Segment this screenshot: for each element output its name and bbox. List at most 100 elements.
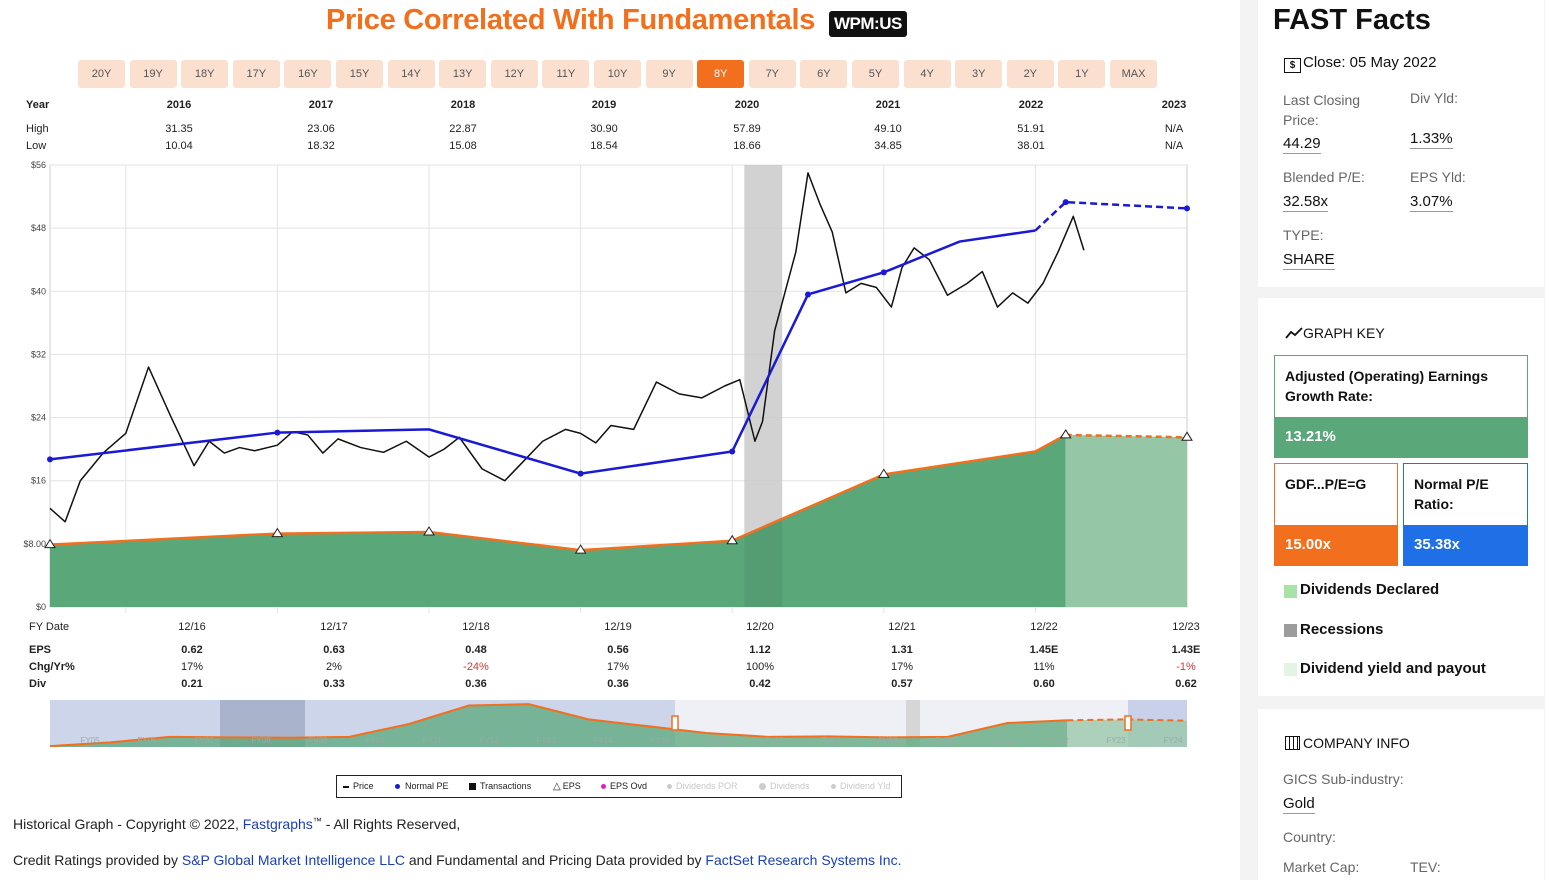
eps-marker[interactable] xyxy=(271,527,284,538)
mini-year-label: FY21 xyxy=(992,736,1012,745)
company-info-title: COMPANY INFO xyxy=(1285,735,1410,751)
period-button-8y[interactable]: 8Y xyxy=(697,60,745,88)
period-button-17y[interactable]: 17Y xyxy=(232,60,280,88)
footer-credits: Credit Ratings provided by S&P Global Ma… xyxy=(13,852,902,868)
mini-chart[interactable]: FY05 FY06 FY07 FY08 FY09 FY10 FY11 FY12 FY13 FY14… xyxy=(0,700,1240,760)
y-tick-label: $24 xyxy=(31,413,46,423)
legend-transactions[interactable]: Transactions xyxy=(469,781,531,791)
fy-table-chg-5: 17% xyxy=(890,661,914,673)
type-label: TYPE: xyxy=(1283,227,1324,243)
period-button-1y[interactable]: 1Y xyxy=(1058,60,1106,88)
period-button-5y[interactable]: 5Y xyxy=(852,60,899,88)
year-table-low-6: 38.01 xyxy=(1017,140,1045,152)
gdf-key: GDF...P/E=G 15.00x xyxy=(1274,463,1398,566)
period-button-6y[interactable]: 6Y xyxy=(800,60,848,88)
period-button-10y[interactable]: 10Y xyxy=(594,60,641,88)
year-table-years-5: 2021 xyxy=(875,99,901,111)
mini-year-label: FY15 xyxy=(650,736,670,745)
fy-table-chg-0: 17% xyxy=(180,661,204,673)
legend-price[interactable]: Price xyxy=(343,781,374,791)
year-table-low-3: 18.54 xyxy=(590,140,618,152)
legend-dividends[interactable]: Dividends xyxy=(759,781,810,791)
ticker-badge: WPM:US xyxy=(829,11,907,37)
mini-year-label: FY22 xyxy=(1049,736,1069,745)
eps-marker[interactable] xyxy=(877,468,890,478)
mini-range-handle[interactable] xyxy=(1124,715,1132,731)
eps-marker[interactable] xyxy=(423,526,435,536)
year-table-years-7: 2023 xyxy=(1161,99,1187,111)
period-button-4y[interactable]: 4Y xyxy=(903,60,951,88)
company-info-panel: COMPANY INFO GICS Sub-industry: Gold Cou… xyxy=(1258,709,1544,880)
period-button-18y[interactable]: 18Y xyxy=(181,60,229,88)
fy-table-eps-5: 1.31 xyxy=(891,644,913,656)
mini-year-label: FY18 xyxy=(821,736,841,745)
fy-table-div-7: 0.62 xyxy=(1175,678,1197,690)
market-cap-label: Market Cap: xyxy=(1283,859,1360,875)
period-button-2y[interactable]: 2Y xyxy=(1006,60,1054,88)
period-button-19y[interactable]: 19Y xyxy=(129,60,177,88)
page-title: Price Correlated With Fundamentals xyxy=(326,4,816,36)
fy-table-eps-1: 0.63 xyxy=(323,644,345,656)
earnings-line-estimate xyxy=(1065,433,1188,439)
fy-table-chg-2: -24% xyxy=(463,661,489,673)
normal-pe-point[interactable] xyxy=(47,456,53,463)
legend-eps-ovd[interactable]: EPS Ovd xyxy=(601,781,647,791)
eps-marker[interactable] xyxy=(44,538,56,549)
legend-eps[interactable]: △ EPS xyxy=(553,781,581,792)
mini-year-label: FY06 xyxy=(137,736,157,745)
fy-table-chg-6: 11% xyxy=(1033,661,1055,673)
fy-table-div-4: 0.42 xyxy=(749,678,771,690)
normal-pe-point[interactable] xyxy=(880,269,887,276)
period-button-13y[interactable]: 13Y xyxy=(439,60,487,88)
graph-key-panel: GRAPH KEY Adjusted (Operating) Earnings … xyxy=(1258,298,1544,696)
normal-pe-point[interactable] xyxy=(1184,205,1190,212)
eps-marker[interactable] xyxy=(726,534,739,545)
chart-area: Price Correlated With Fundamentals WPM:U… xyxy=(0,4,1240,868)
mini-year-label: FY10 xyxy=(365,736,385,745)
period-button-max[interactable]: MAX xyxy=(1110,60,1157,88)
earnings-line xyxy=(49,433,1067,552)
fastgraphs-link[interactable]: Fastgraphs xyxy=(242,816,313,832)
year-label: Year xyxy=(26,99,50,111)
mini-earnings-area xyxy=(50,704,1068,747)
normal-pe-point[interactable] xyxy=(729,448,736,455)
normal-pe-point[interactable] xyxy=(577,470,584,477)
chg-label: Chg/Yr% xyxy=(29,661,75,673)
period-button-9y[interactable]: 9Y xyxy=(645,60,693,88)
period-button-14y[interactable]: 14Y xyxy=(387,60,435,88)
normal-pe-point[interactable] xyxy=(274,429,281,436)
y-tick-label: $56 xyxy=(31,160,46,170)
mini-year-label: FY20 xyxy=(935,736,955,745)
dividends-declared-swatch xyxy=(1284,585,1297,598)
legend-normal-pe[interactable]: Normal PE xyxy=(395,781,449,791)
sp-global-link[interactable]: S&P Global Market Intelligence LLC xyxy=(181,852,405,868)
legend-dividends-por[interactable]: Dividends POR xyxy=(667,781,738,791)
fy-table-dates-1: 12/17 xyxy=(320,621,348,633)
close-date: $ Close: 05 May 2022 xyxy=(1284,54,1436,73)
fast-facts-title: FAST Facts xyxy=(1273,4,1431,36)
period-button-20y[interactable]: 20Y xyxy=(78,60,125,88)
eps-marker[interactable] xyxy=(1181,431,1193,441)
year-table-high-7: N/A xyxy=(1164,123,1184,135)
factset-link[interactable]: FactSet Research Systems Inc. xyxy=(705,852,902,868)
year-table-years-3: 2019 xyxy=(591,99,617,111)
legend-dividend-yld[interactable]: Dividend Yld xyxy=(831,781,890,791)
period-button-3y[interactable]: 3Y xyxy=(955,60,1003,88)
normal-pe-point[interactable] xyxy=(1062,199,1069,206)
period-button-12y[interactable]: 12Y xyxy=(490,60,538,88)
mini-range-handle[interactable] xyxy=(671,715,679,731)
period-button-11y[interactable]: 11Y xyxy=(542,60,590,88)
period-button-15y[interactable]: 15Y xyxy=(336,60,383,88)
period-button-7y[interactable]: 7Y xyxy=(748,60,796,88)
eps-marker[interactable] xyxy=(1059,428,1072,439)
year-table-low-0: 10.04 xyxy=(165,140,193,152)
growth-rate-key: Adjusted (Operating) Earnings Growth Rat… xyxy=(1274,355,1528,458)
fy-table-chg-4: 100% xyxy=(745,661,775,673)
period-button-16y[interactable]: 16Y xyxy=(284,60,332,88)
div-label: Div xyxy=(29,678,47,690)
mini-year-label: FY24 xyxy=(1163,736,1183,745)
normal-pe-point[interactable] xyxy=(805,291,811,298)
year-table-low-4: 18.66 xyxy=(733,140,761,152)
eps-marker[interactable] xyxy=(574,544,587,554)
mini-year-label: FY09 xyxy=(308,736,328,745)
